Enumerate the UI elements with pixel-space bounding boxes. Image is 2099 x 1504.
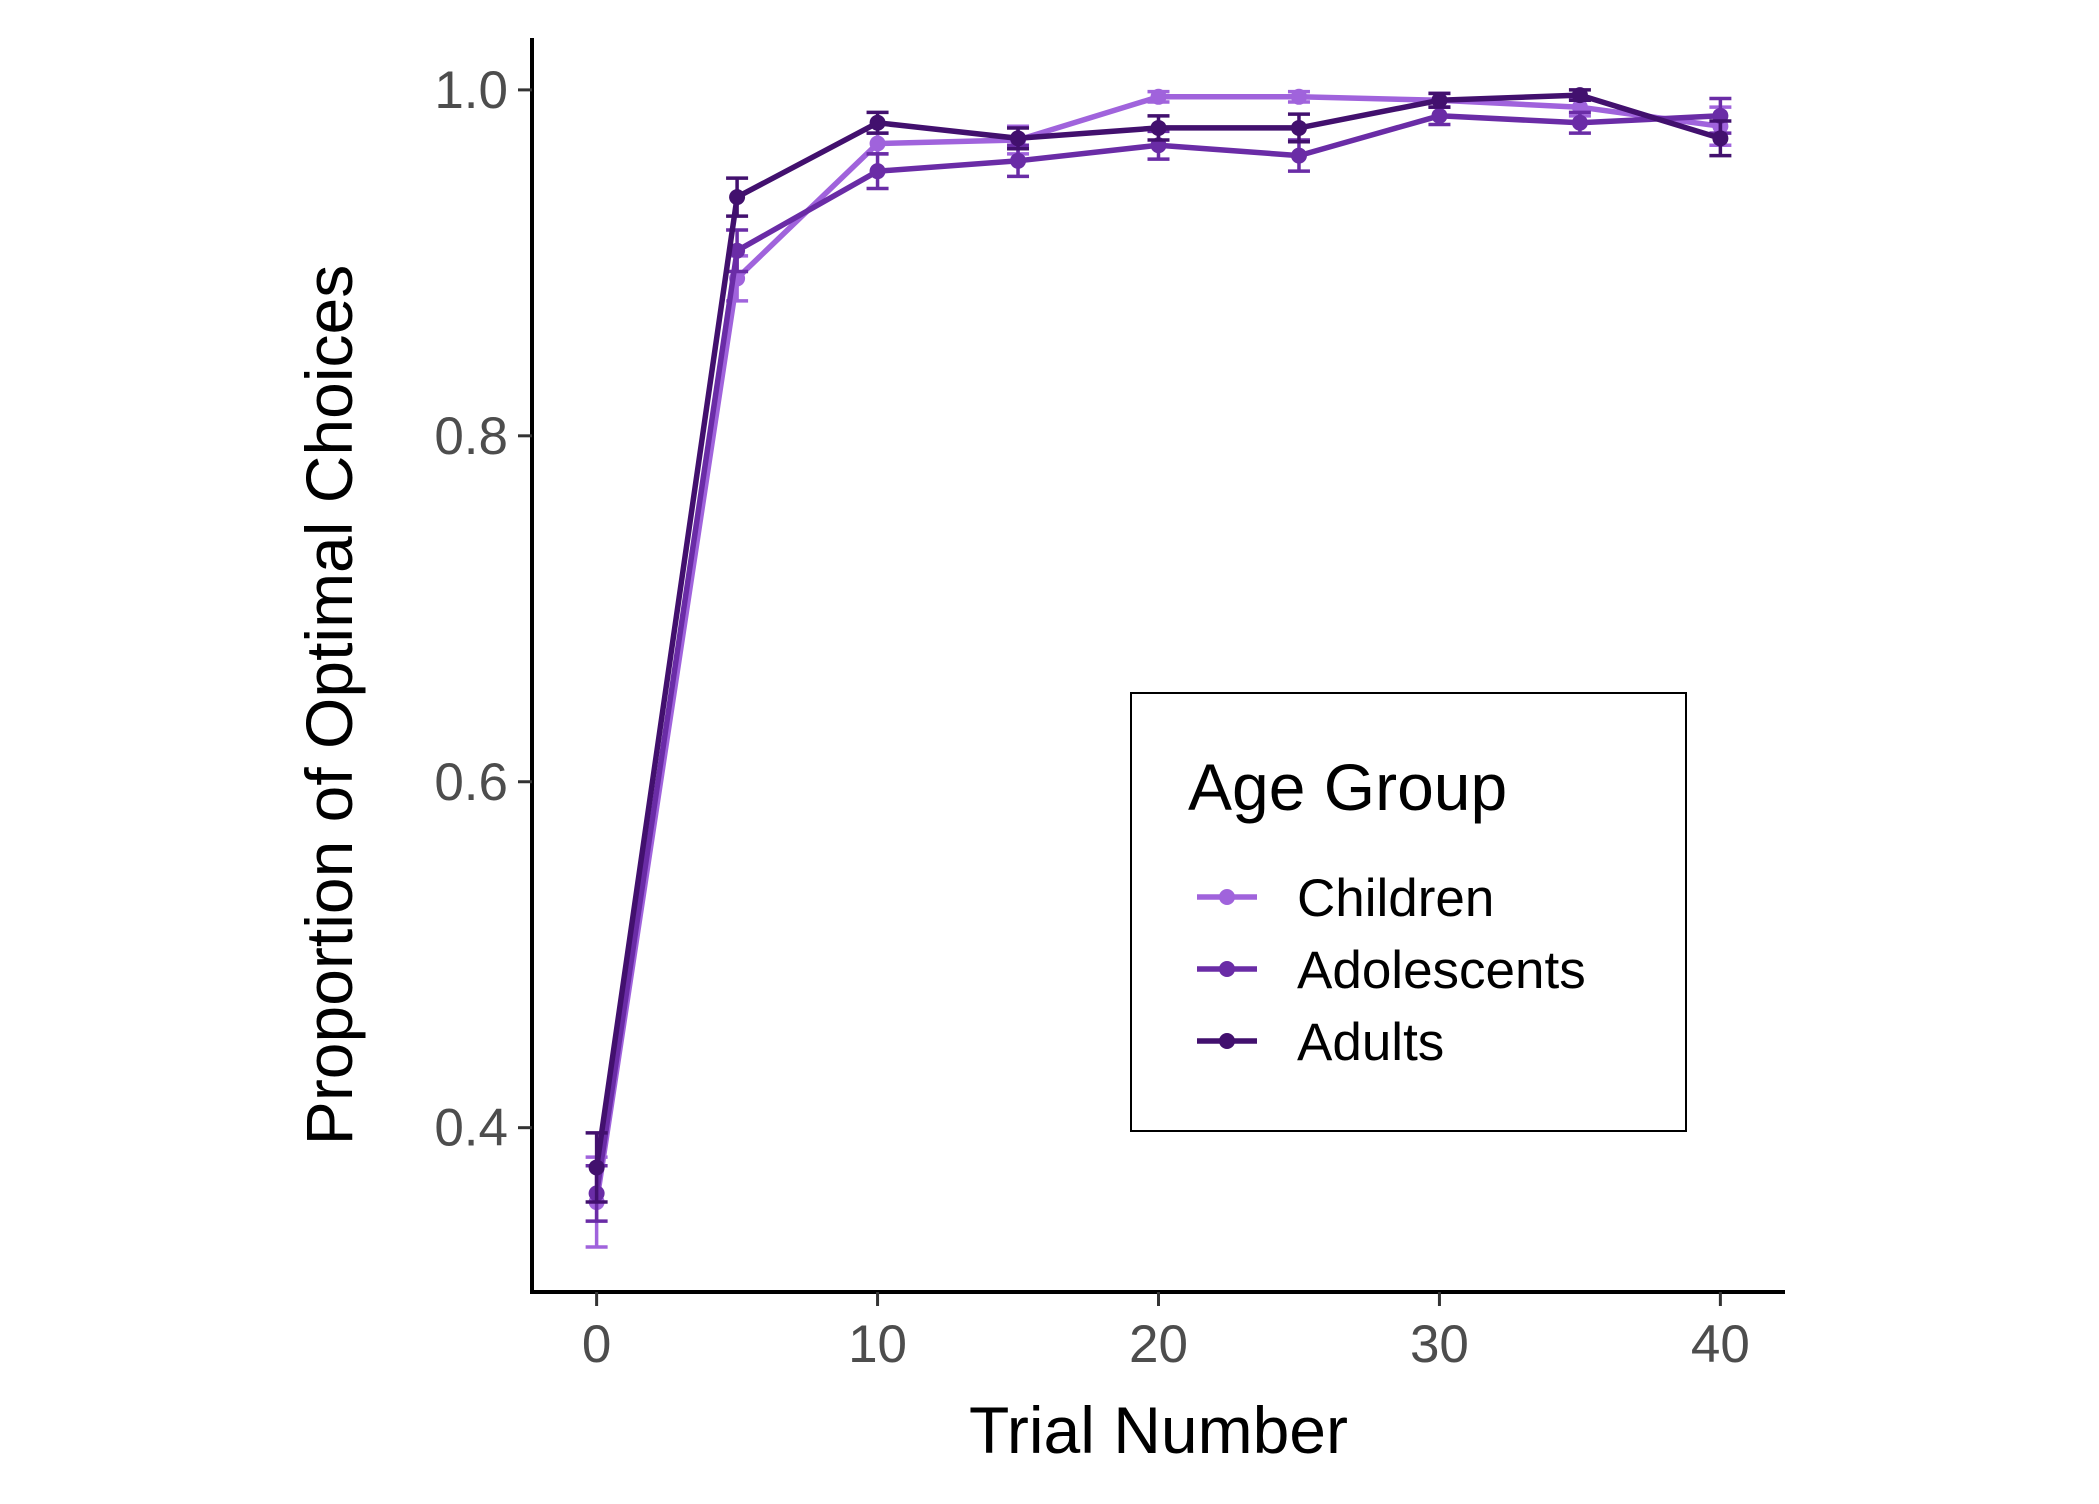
legend-box xyxy=(1130,692,1687,1132)
data-point xyxy=(1431,107,1448,124)
data-point xyxy=(869,114,886,131)
legend-key-point xyxy=(1219,961,1235,977)
legend: Age Group Children Adolescents Adults xyxy=(1130,692,1687,1132)
data-point xyxy=(1150,88,1167,105)
legend-title: Age Group xyxy=(1188,750,1507,824)
data-point xyxy=(588,1159,605,1176)
x-tick-label: 20 xyxy=(1129,1315,1188,1374)
x-axis-title: Trial Number xyxy=(969,1393,1348,1467)
data-point xyxy=(729,189,746,206)
series-adults xyxy=(585,87,1732,1204)
y-tick-label: 0.4 xyxy=(434,1099,508,1158)
y-tick-label: 0.8 xyxy=(434,407,508,466)
data-point xyxy=(1290,147,1307,164)
data-point xyxy=(1290,88,1307,105)
data-point xyxy=(869,135,886,152)
labels-layer: Trial Number Proportion of Optimal Choic… xyxy=(292,265,1348,1467)
data-point xyxy=(1571,114,1588,131)
data-point xyxy=(1571,87,1588,104)
axes-layer: 0 10 20 30 40 0.4 0.6 0.8 1.0 xyxy=(434,38,1785,1374)
x-tick-label: 0 xyxy=(582,1315,611,1374)
legend-label: Adolescents xyxy=(1297,941,1586,1000)
legend-entry-adults: Adults xyxy=(1197,1013,1444,1072)
legend-label: Adults xyxy=(1297,1013,1444,1072)
legend-entry-adolescents: Adolescents xyxy=(1197,941,1586,1000)
data-point xyxy=(1431,92,1448,109)
data-point xyxy=(1150,119,1167,136)
legend-key-point xyxy=(1219,889,1235,905)
x-tick-label: 40 xyxy=(1691,1315,1750,1374)
series-layer xyxy=(585,87,1732,1249)
legend-label: Children xyxy=(1297,869,1494,928)
data-point xyxy=(1290,119,1307,136)
y-tick-label: 1.0 xyxy=(434,61,508,120)
data-point xyxy=(1010,130,1027,147)
x-tick-label: 30 xyxy=(1410,1315,1469,1374)
y-tick-label: 0.6 xyxy=(434,753,508,812)
x-tick-label: 10 xyxy=(848,1315,907,1374)
data-point xyxy=(1712,130,1729,147)
data-point xyxy=(1010,152,1027,169)
legend-key-point xyxy=(1219,1033,1235,1049)
y-axis-title: Proportion of Optimal Choices xyxy=(292,265,366,1145)
data-point xyxy=(869,163,886,180)
series-adolescents xyxy=(585,96,1732,1223)
legend-entries: Children Adolescents Adults xyxy=(1197,869,1586,1072)
legend-entry-children: Children xyxy=(1197,869,1494,928)
data-point xyxy=(729,242,746,259)
